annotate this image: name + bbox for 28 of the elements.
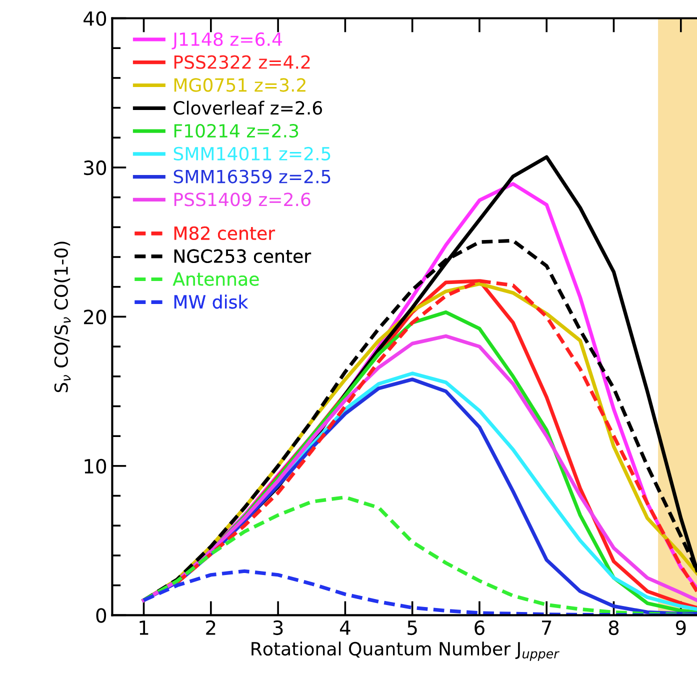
legend-label: J1148 z=6.4 <box>172 32 282 50</box>
x-tick-label: 9 <box>676 620 686 636</box>
x-tick-label: 1 <box>140 620 148 635</box>
legend-label: MW disk <box>174 294 248 309</box>
legend-label: F10214 z=2.3 <box>174 124 298 138</box>
legend-label: NGC253 center <box>174 249 312 263</box>
y-tick-label: 40 <box>84 11 106 26</box>
legend-label: SMM14011 z=2.5 <box>174 146 330 160</box>
x-tick-label: 2 <box>206 620 216 635</box>
legend-label: M82 center <box>174 226 276 240</box>
x-tick-label: 8 <box>608 620 619 636</box>
y-tick-label: 0 <box>96 608 106 623</box>
x-tick-label: 6 <box>474 620 484 636</box>
y-tick-label: 30 <box>84 160 106 176</box>
x-tick-label: 5 <box>408 620 417 636</box>
x-axis-title: Rotational Quantum Number J$_{upper}$ <box>252 642 560 661</box>
legend-label: PSS2322 z=4.2 <box>174 55 310 69</box>
legend-label: MG0751 z=3.2 <box>174 78 306 92</box>
legend-label: SMM16359 z=2.5 <box>174 170 330 184</box>
legend-label: Antennae <box>172 272 259 286</box>
y-tick-label: 10 <box>84 458 106 474</box>
legend-label: PSS1409 z=2.6 <box>174 192 310 206</box>
y-tick-label: 20 <box>84 310 106 324</box>
x-tick-label: 3 <box>273 620 283 636</box>
y-axis-title: S$_{ν}$ CO/S$_{ν}$ CO(1-0) <box>54 242 71 392</box>
legend-label: Cloverleaf z=2.6 <box>174 100 322 115</box>
x-tick-label: 4 <box>340 620 350 635</box>
x-tick-label: 7 <box>542 620 552 635</box>
